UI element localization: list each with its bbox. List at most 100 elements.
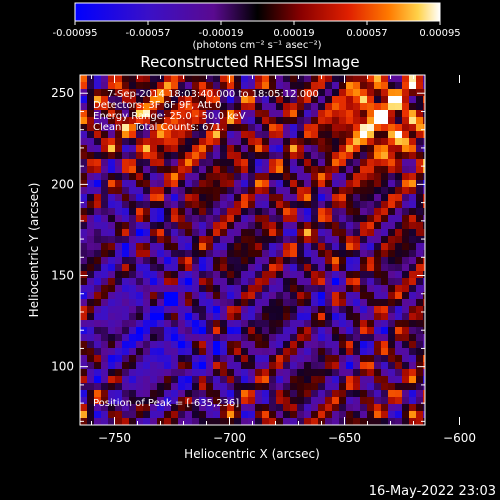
heatmap-cell (122, 96, 129, 103)
heatmap-cell (150, 397, 157, 404)
heatmap-cell (227, 75, 234, 82)
heatmap-cell (206, 341, 213, 348)
heatmap-cell (171, 313, 178, 320)
heatmap-cell (367, 124, 374, 131)
heatmap-cell (185, 124, 192, 131)
heatmap-cell (353, 131, 360, 138)
heatmap-cell (311, 243, 318, 250)
heatmap-cell (178, 327, 185, 334)
heatmap-cell (108, 187, 115, 194)
heatmap-cell (220, 355, 227, 362)
heatmap-cell (143, 306, 150, 313)
heatmap-cell (360, 257, 367, 264)
heatmap-cell (332, 334, 339, 341)
heatmap-cell (241, 187, 248, 194)
heatmap-cell (269, 236, 276, 243)
heatmap-cell (255, 96, 262, 103)
heatmap-cell (311, 236, 318, 243)
heatmap-cell (353, 320, 360, 327)
heatmap-cell (381, 418, 388, 425)
heatmap-cell (164, 348, 171, 355)
heatmap-cell (213, 117, 220, 124)
heatmap-cell (276, 390, 283, 397)
heatmap-cell (115, 82, 122, 89)
heatmap-cell (304, 103, 311, 110)
heatmap-cell (248, 411, 255, 418)
heatmap-cell (423, 334, 425, 341)
heatmap-cell (241, 348, 248, 355)
heatmap-cell (185, 173, 192, 180)
heatmap-cell (101, 194, 108, 201)
heatmap-cell (248, 299, 255, 306)
heatmap-cell (227, 285, 234, 292)
heatmap-cell (206, 264, 213, 271)
heatmap-cell (122, 327, 129, 334)
heatmap-cell (150, 271, 157, 278)
heatmap-cell (290, 348, 297, 355)
heatmap-cell (185, 138, 192, 145)
heatmap-cell (80, 215, 87, 222)
heatmap-cell (276, 362, 283, 369)
heatmap-cell (164, 355, 171, 362)
heatmap-cell (283, 278, 290, 285)
heatmap-cell (339, 103, 346, 110)
heatmap-cell (332, 376, 339, 383)
heatmap-cell (353, 348, 360, 355)
heatmap-cell (157, 390, 164, 397)
heatmap-cell (416, 208, 423, 215)
heatmap-cell (213, 124, 220, 131)
heatmap-cell (339, 376, 346, 383)
heatmap-cell (227, 320, 234, 327)
heatmap-cell (402, 397, 409, 404)
heatmap-cell (290, 327, 297, 334)
heatmap-cell (297, 215, 304, 222)
heatmap-cell (409, 334, 416, 341)
heatmap-cell (129, 103, 136, 110)
heatmap-cell (381, 320, 388, 327)
heatmap-cell (241, 215, 248, 222)
heatmap-cell (108, 89, 115, 96)
heatmap-cell (416, 222, 423, 229)
heatmap-cell (402, 376, 409, 383)
heatmap-cell (416, 292, 423, 299)
heatmap-cell (416, 124, 423, 131)
heatmap-cell (255, 397, 262, 404)
heatmap-cell (80, 89, 87, 96)
heatmap-cell (80, 348, 87, 355)
heatmap-cell (234, 299, 241, 306)
heatmap-cell (262, 222, 269, 229)
heatmap-cell (150, 124, 157, 131)
heatmap-cell (395, 397, 402, 404)
heatmap-cell (206, 103, 213, 110)
heatmap-cell (304, 138, 311, 145)
heatmap-cell (290, 166, 297, 173)
heatmap-cell (332, 355, 339, 362)
heatmap-cell (157, 138, 164, 145)
heatmap-cell (395, 250, 402, 257)
heatmap-cell (220, 257, 227, 264)
heatmap-cell (290, 285, 297, 292)
heatmap-cell (423, 250, 425, 257)
heatmap-cell (283, 194, 290, 201)
heatmap-cell (80, 250, 87, 257)
heatmap-cell (325, 376, 332, 383)
heatmap-cell (311, 89, 318, 96)
heatmap-cell (94, 369, 101, 376)
heatmap-cell (108, 306, 115, 313)
heatmap-cell (339, 313, 346, 320)
heatmap-cell (248, 117, 255, 124)
heatmap-cell (395, 89, 402, 96)
heatmap-cell (220, 334, 227, 341)
heatmap-cell (367, 404, 374, 411)
heatmap-cell (395, 103, 402, 110)
heatmap-cell (213, 285, 220, 292)
heatmap-cell (297, 278, 304, 285)
heatmap-cell (248, 180, 255, 187)
heatmap-cell (150, 117, 157, 124)
heatmap-cell (304, 383, 311, 390)
heatmap-cell (192, 250, 199, 257)
heatmap-cell (178, 418, 185, 425)
heatmap-cell (290, 187, 297, 194)
heatmap-cell (276, 187, 283, 194)
heatmap-cell (199, 166, 206, 173)
